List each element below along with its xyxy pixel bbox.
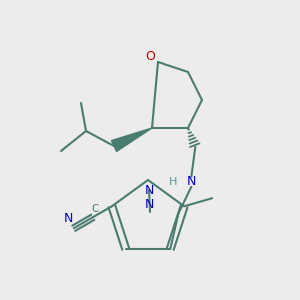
Text: N: N bbox=[144, 184, 154, 196]
Text: C: C bbox=[91, 204, 98, 214]
Polygon shape bbox=[111, 128, 152, 152]
Text: N: N bbox=[144, 197, 154, 211]
Text: N: N bbox=[187, 175, 196, 188]
Text: N: N bbox=[64, 212, 74, 225]
Text: O: O bbox=[145, 50, 155, 64]
Text: H: H bbox=[169, 177, 178, 187]
